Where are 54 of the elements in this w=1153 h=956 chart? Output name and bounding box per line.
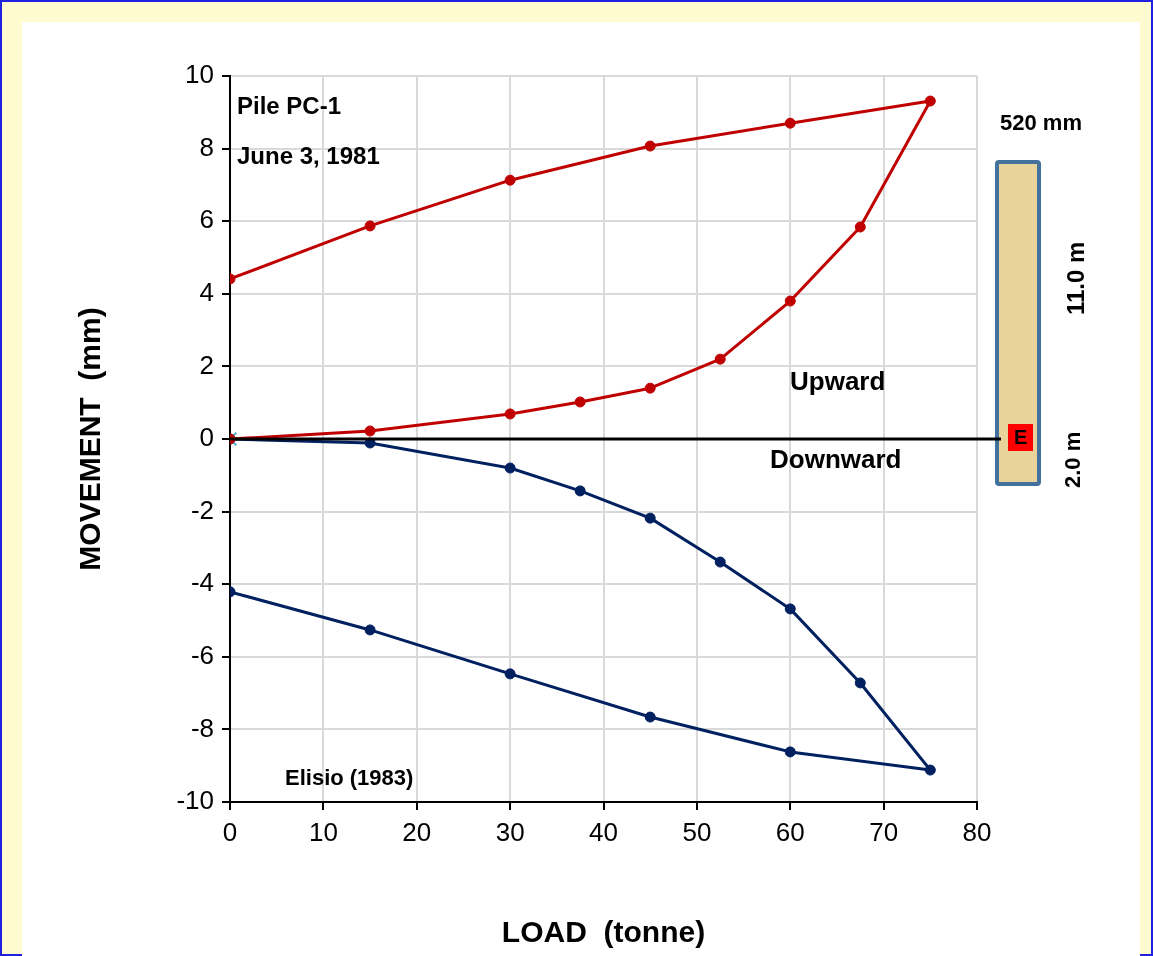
point bbox=[644, 382, 656, 394]
y-tick-label: 10 bbox=[185, 59, 214, 90]
point bbox=[504, 668, 516, 680]
point bbox=[854, 221, 866, 233]
point bbox=[504, 408, 516, 420]
point bbox=[784, 295, 796, 307]
y-tick-label: -10 bbox=[176, 785, 214, 816]
x-tick-label: 30 bbox=[495, 816, 525, 847]
point bbox=[364, 425, 376, 437]
y-axis-title: MOVEMENT (mm) bbox=[73, 307, 107, 571]
point bbox=[644, 711, 656, 723]
point bbox=[854, 677, 866, 689]
x-axis-title: LOAD (tonne) bbox=[501, 915, 706, 949]
y-tick-label: -4 bbox=[190, 567, 214, 598]
point bbox=[714, 556, 726, 568]
point bbox=[644, 140, 656, 152]
y-tick-label: -2 bbox=[190, 494, 214, 525]
text: 11.0 m bbox=[1062, 241, 1090, 315]
point bbox=[504, 462, 516, 474]
y-tick-label: 2 bbox=[199, 349, 214, 380]
x-tick-label: 20 bbox=[402, 816, 432, 847]
x-tick-label: 70 bbox=[869, 816, 899, 847]
point bbox=[714, 353, 726, 365]
annotation: Upward bbox=[790, 366, 886, 397]
y-tick-label: 6 bbox=[199, 204, 214, 235]
y-tick-label: 4 bbox=[199, 276, 214, 307]
point bbox=[924, 95, 936, 107]
text: 2.0 m bbox=[1060, 431, 1086, 488]
point bbox=[924, 764, 936, 776]
annotation: June 3, 1981 bbox=[237, 142, 380, 170]
point bbox=[574, 485, 586, 497]
annotation: Elisio (1983) bbox=[285, 765, 414, 791]
x-tick-label: 0 bbox=[222, 816, 238, 847]
x-tick-label: 80 bbox=[962, 816, 992, 847]
y-tick-label: 8 bbox=[199, 131, 214, 162]
point bbox=[364, 220, 376, 232]
point bbox=[644, 512, 656, 524]
annotation: Downward bbox=[770, 444, 902, 475]
x-tick-label: 60 bbox=[775, 816, 805, 847]
x-tick-label: 50 bbox=[682, 816, 712, 847]
y-tick-label: 0 bbox=[199, 422, 214, 453]
point bbox=[784, 746, 796, 758]
point bbox=[364, 624, 376, 636]
annotation: Pile PC-1 bbox=[237, 92, 342, 120]
point bbox=[574, 396, 586, 408]
point bbox=[784, 117, 796, 129]
y-tick-label: -6 bbox=[190, 639, 214, 670]
point bbox=[504, 174, 516, 186]
y-tick-label: -8 bbox=[190, 712, 214, 743]
x-tick-label: 10 bbox=[308, 816, 338, 847]
text: E bbox=[1008, 424, 1034, 451]
point bbox=[784, 603, 796, 615]
text: 520 mm bbox=[1000, 110, 1082, 136]
x-tick-label: 40 bbox=[589, 816, 618, 847]
